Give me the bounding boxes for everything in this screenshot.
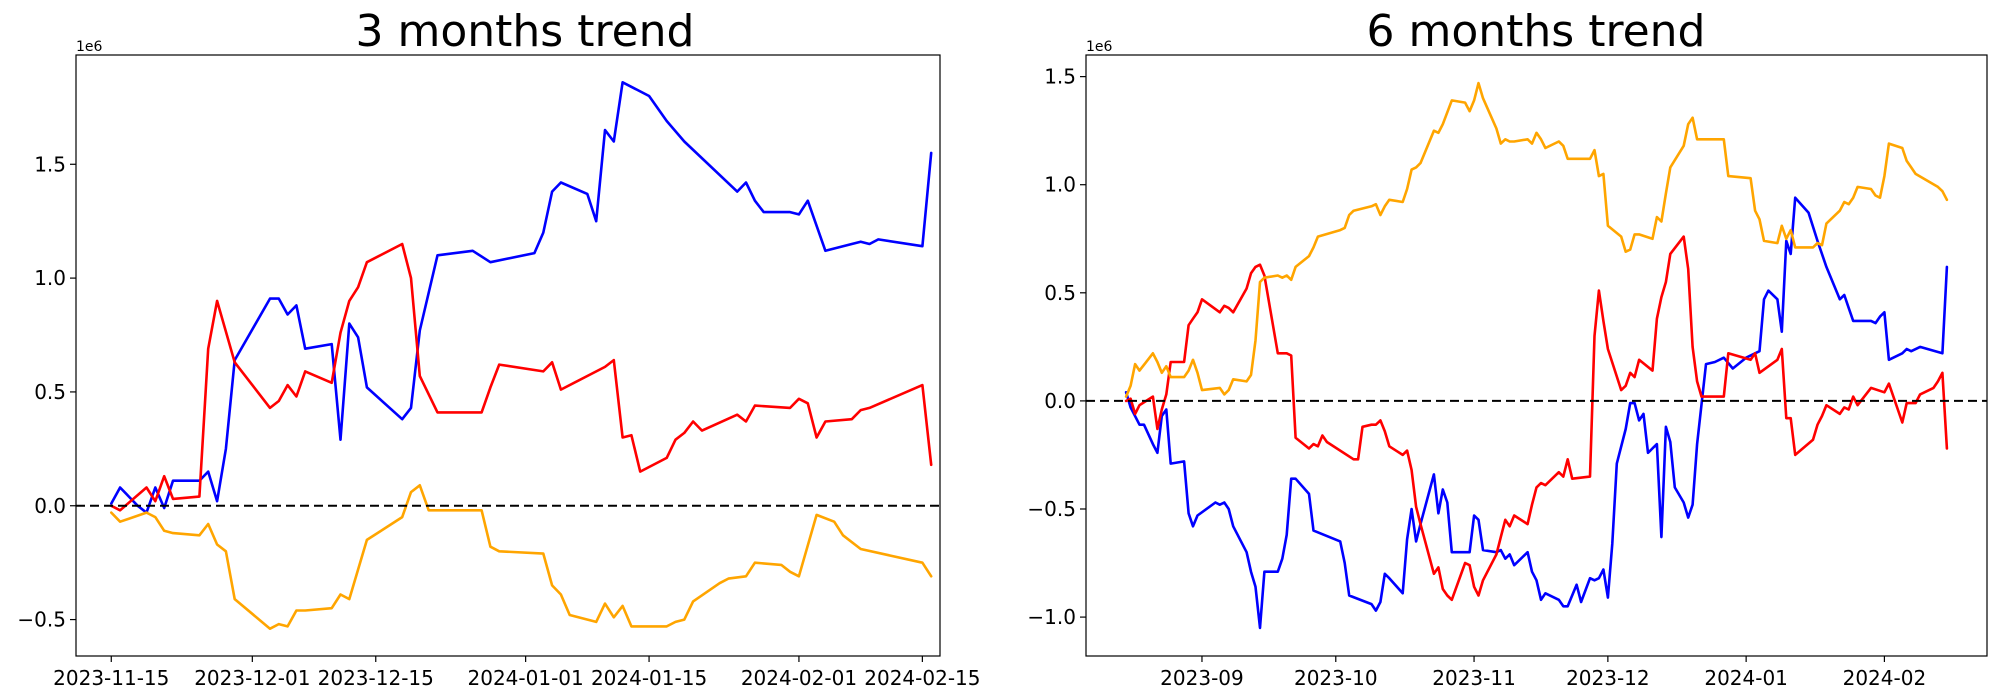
y-tick-label: −0.5	[1027, 497, 1076, 521]
series-line	[110, 484, 933, 630]
x-tick-label: 2024-01	[1704, 666, 1788, 690]
series-line	[1124, 235, 1949, 602]
chart-6-months: 6 months trend 1e6 2023-09 2023-10 2023-11…	[1027, 6, 1988, 690]
chart-3-months: 3 months trend 1e6 2023-11-15 2023-12-01 2…	[17, 6, 980, 690]
x-tick-label: 2023-12-15	[318, 666, 434, 690]
x-tick-label: 2024-02	[1843, 666, 1927, 690]
axes-frame	[1085, 54, 1988, 657]
x-tick-label: 2023-11	[1432, 666, 1516, 690]
x-tick-label: 2024-02-15	[864, 666, 980, 690]
series-line	[1124, 196, 1949, 630]
y-tick-label: 1.5	[34, 152, 66, 176]
x-tick-label: 2023-11-15	[53, 666, 169, 690]
x-tick-label: 2024-01-15	[591, 666, 707, 690]
y-tick-label: −0.5	[17, 608, 66, 632]
chart-title: 6 months trend	[1367, 6, 1706, 57]
y-tick-label: 1.5	[1044, 65, 1076, 89]
y-tick-label: 0.0	[1044, 389, 1076, 413]
y-tick-label: −1.0	[1027, 605, 1076, 629]
chart-title: 3 months trend	[356, 6, 695, 57]
series-line	[110, 81, 933, 514]
y-tick-label: 0.5	[1044, 281, 1076, 305]
x-tick-label: 2023-09	[1160, 666, 1244, 690]
y-offset-label: 1e6	[1086, 39, 1113, 55]
y-tick-label: 1.0	[34, 266, 66, 290]
x-tick-label: 2023-12-01	[194, 666, 310, 690]
x-tick-label: 2023-12	[1566, 666, 1650, 690]
y-tick-label: 0.0	[34, 494, 66, 518]
y-tick-label: 0.5	[34, 380, 66, 404]
x-tick-label: 2023-10	[1294, 666, 1378, 690]
x-tick-label: 2024-02-01	[741, 666, 857, 690]
series-line	[110, 242, 933, 512]
series-line	[1124, 81, 1949, 398]
y-tick-label: 1.0	[1044, 173, 1076, 197]
y-offset-label: 1e6	[76, 39, 103, 55]
axes-frame	[75, 54, 941, 657]
x-tick-label: 2024-01-01	[468, 666, 584, 690]
